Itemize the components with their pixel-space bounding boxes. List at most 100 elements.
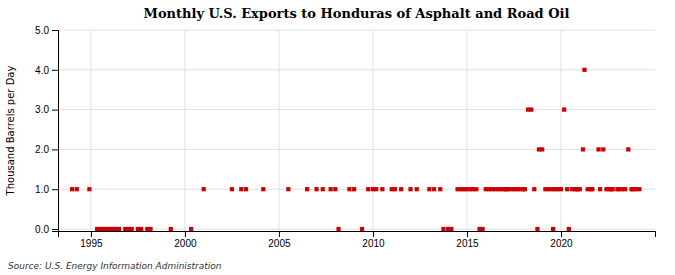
point [261,187,265,191]
point [336,227,340,231]
tick: 2000 [174,231,197,249]
point [415,187,419,191]
point [562,107,566,111]
point [130,227,134,231]
tick: 4.0 [35,65,58,76]
point [374,187,378,191]
point [305,187,309,191]
point [366,187,370,191]
tick-label: 0.0 [35,224,49,235]
point [601,147,605,151]
tick: 1995 [80,231,103,249]
point [393,187,397,191]
point [567,227,571,231]
point [540,147,544,151]
chart-container: 1995 2000 2005 2010 2015 2020 0.0 1.0 2.0 3.0 4.0 5… [0,0,675,275]
point [582,68,586,72]
point [438,187,442,191]
tick-label: 5.0 [35,25,49,36]
point [230,187,234,191]
point [87,187,91,191]
y-axis: 0.0 1.0 2.0 3.0 4.0 5.0 [35,25,58,235]
tick-label: 4.0 [35,65,49,76]
point [244,187,248,191]
point [399,187,403,191]
tick: 0.0 [35,224,58,235]
tick-label: 1995 [80,238,103,249]
point [626,147,630,151]
point [117,227,121,231]
point [596,147,600,151]
point [523,187,527,191]
point [432,187,436,191]
point [581,147,585,151]
point [352,187,356,191]
point [347,187,351,191]
point [532,187,536,191]
point [239,187,243,191]
tick: 2015 [456,231,479,249]
point [480,227,484,231]
grid-line-y [58,69,655,70]
tick-mark [91,231,92,237]
point [70,187,74,191]
point [360,227,364,231]
grid-line-x [560,30,561,231]
point [321,187,325,191]
point [559,187,563,191]
point [565,187,569,191]
tick-label: 3.0 [35,104,49,115]
point [427,187,431,191]
source-note: Source: U.S. Energy Information Administ… [8,261,222,271]
grid-line-x [278,30,279,231]
plot-area: 1995 2000 2005 2010 2015 2020 0.0 1.0 2.0 3.0 4.0 5… [35,25,655,249]
title: Monthly U.S. Exports to Honduras of Asph… [144,6,570,21]
tick: 2005 [268,231,291,249]
tick-mark [373,231,374,237]
tick: 2020 [550,231,573,249]
point [169,227,173,231]
point [286,187,290,191]
tick-mark [52,30,58,31]
tick-label: 2.0 [35,144,49,155]
point [408,187,412,191]
point [189,227,193,231]
point [441,227,445,231]
tick-mark [279,231,280,237]
point [611,187,615,191]
point [529,107,533,111]
tick: 1.0 [35,184,58,195]
point [578,187,582,191]
grid-line-x [372,30,373,231]
tick-mark [52,229,58,230]
x-axis: 1995 2000 2005 2010 2015 2020 [59,231,656,249]
grid-line-x [466,30,467,231]
tick-mark [561,231,562,237]
tick-mark [52,110,58,111]
point [329,187,333,191]
tick-label: 2005 [268,238,291,249]
grid-line-x [90,30,91,231]
tick: 2.0 [35,144,58,155]
tick: 2010 [362,231,385,249]
point [590,187,594,191]
point [474,187,478,191]
tick-mark [185,231,186,237]
point [551,227,555,231]
point [148,227,152,231]
tick-label: 1.0 [35,184,49,195]
point [314,187,318,191]
grid-line-y [58,30,655,31]
chart-svg: 1995 2000 2005 2010 2015 2020 0.0 1.0 2.0 3.0 4.0 5… [0,0,675,275]
point [139,227,143,231]
point [598,187,602,191]
tick-label: 2020 [550,238,573,249]
tick-mark [52,149,58,150]
tick-label: 2000 [174,238,197,249]
point [449,227,453,231]
tick: 3.0 [35,104,58,115]
point [202,187,206,191]
axis-line [59,232,656,238]
point [535,227,539,231]
tick-label: 2015 [456,238,479,249]
